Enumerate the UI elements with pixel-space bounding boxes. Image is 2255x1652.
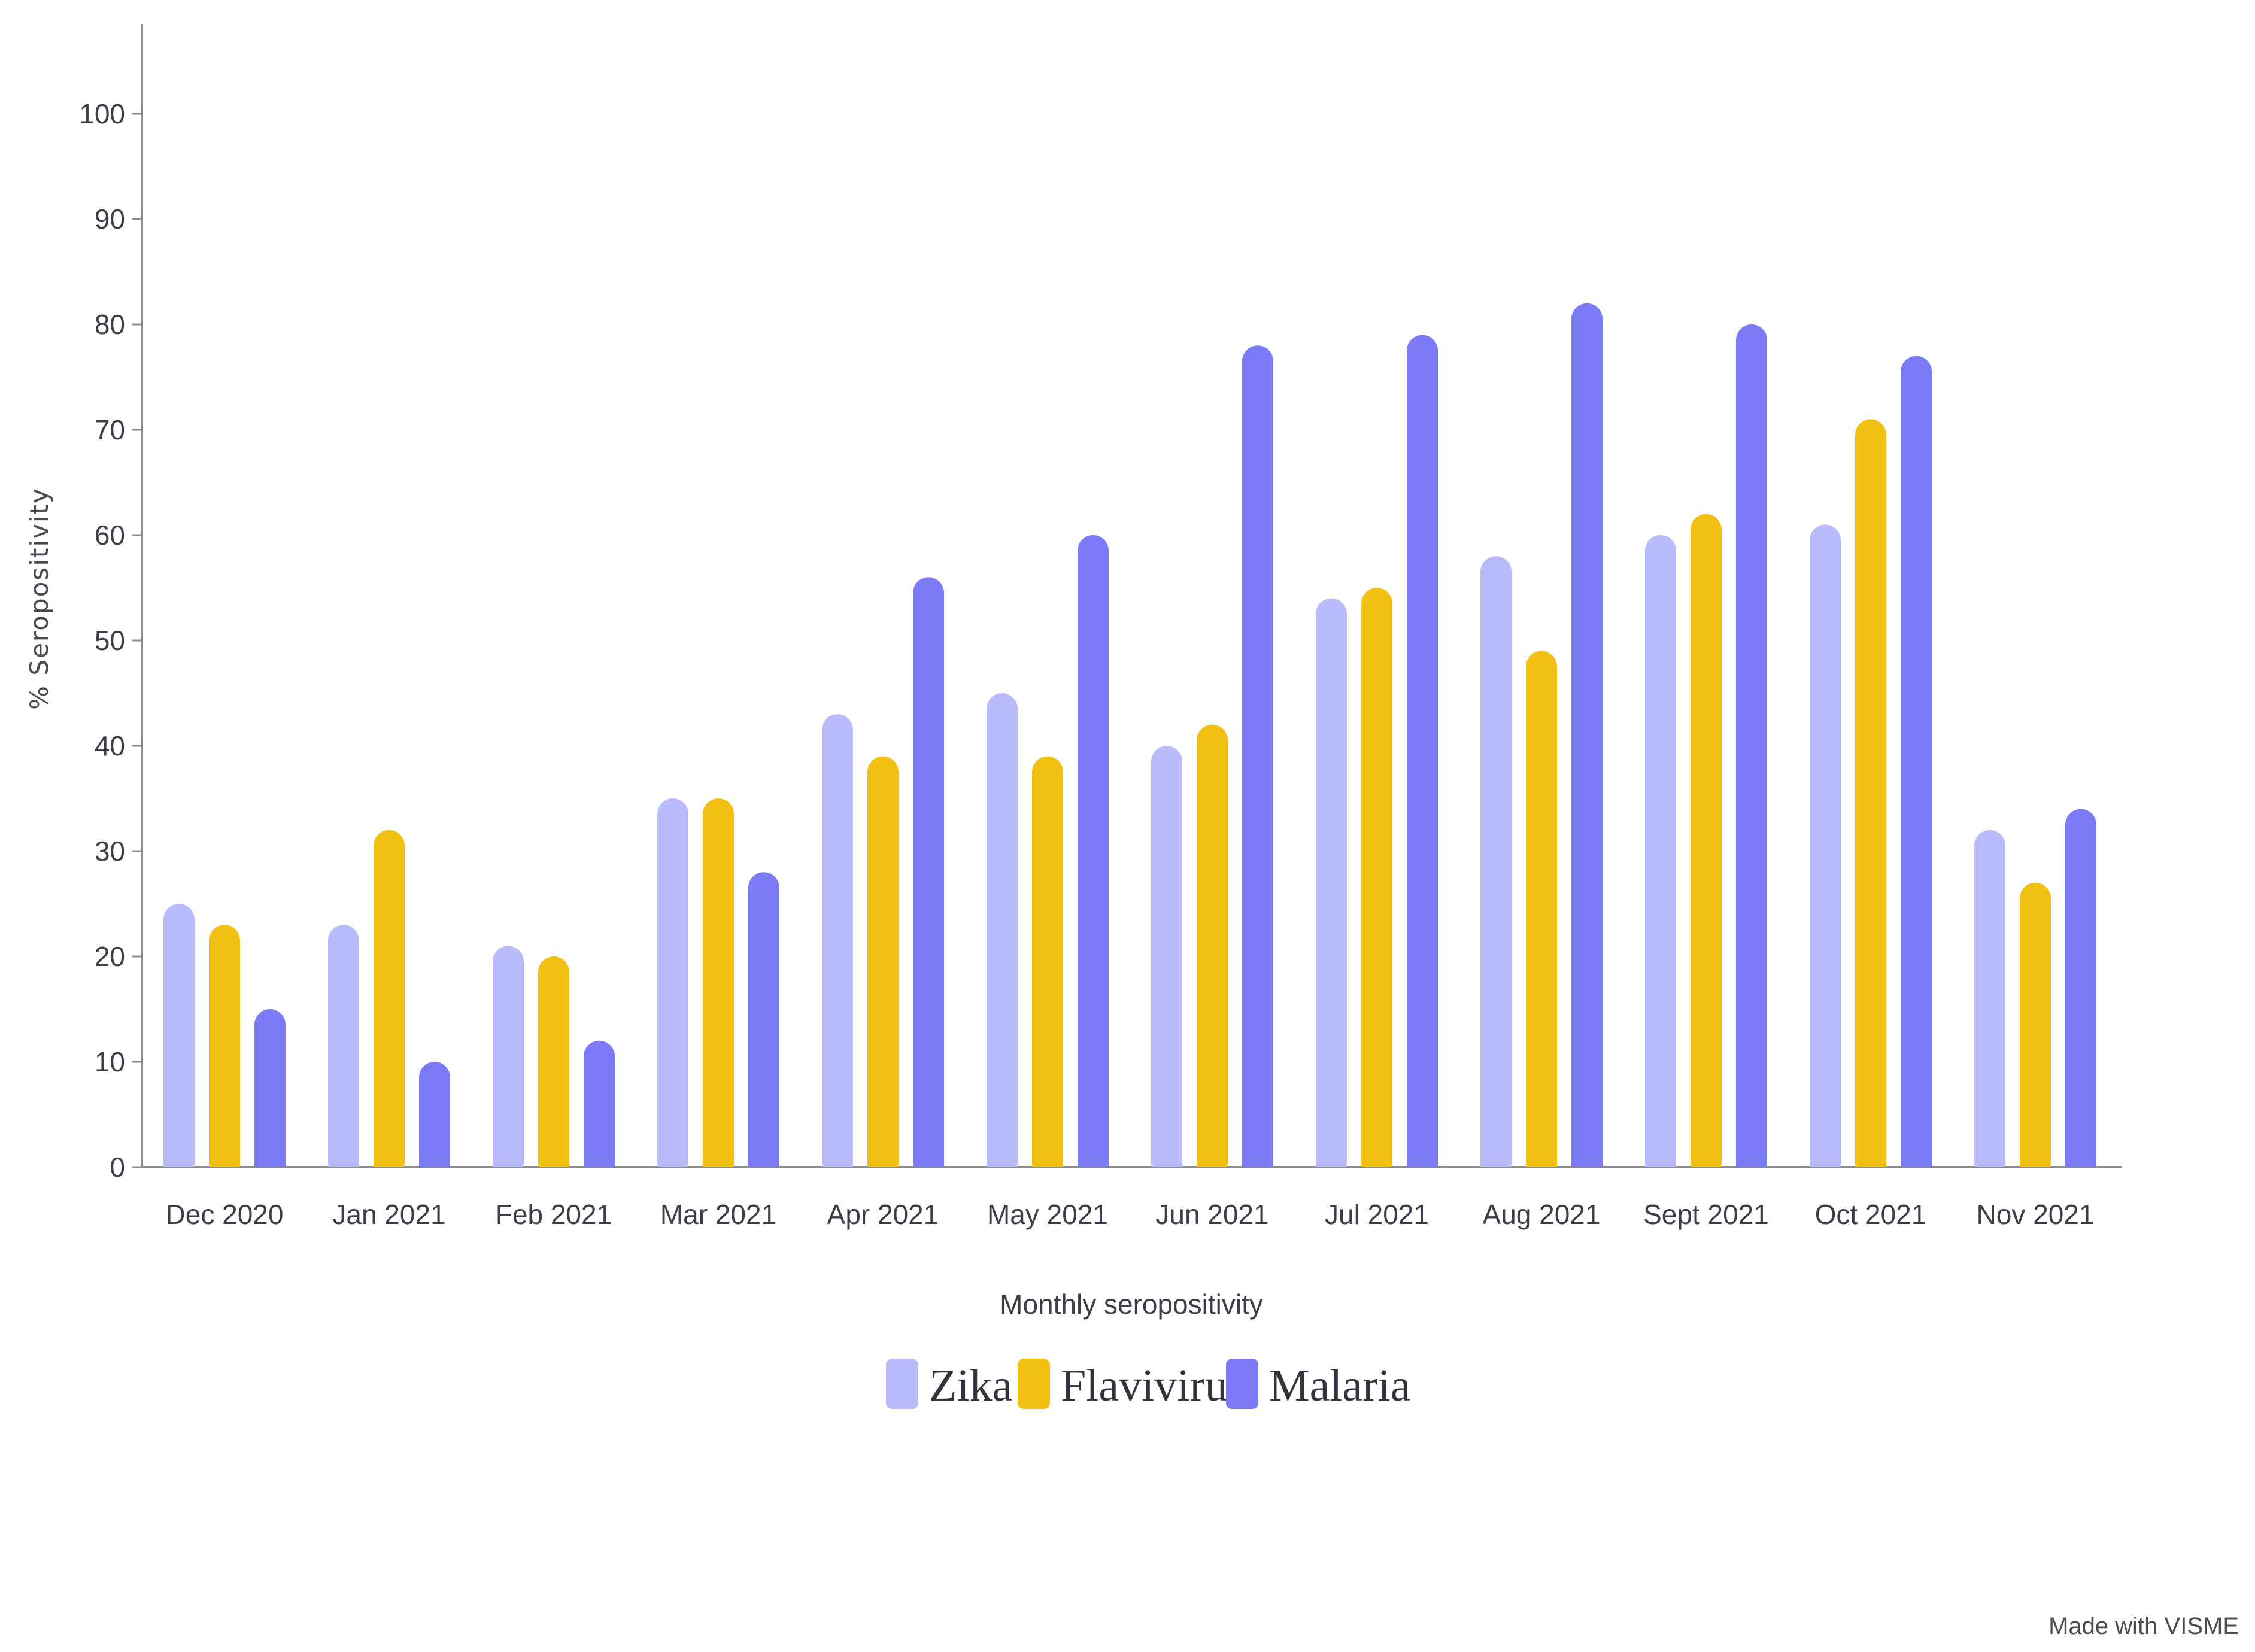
x-tick-label-group: Dec 2020 Jan 2021 Feb 2021 Mar 2021 Apr 2021… — [166, 1199, 2095, 1230]
x-axis-title: Monthly seropositivity — [1000, 1289, 1263, 1320]
y-tick-label: 80 — [95, 309, 125, 340]
y-tick-label: 30 — [95, 836, 125, 867]
x-tick-label: May 2021 — [987, 1199, 1108, 1230]
bar-malaria-7 — [1407, 335, 1438, 1167]
y-axis: 0 10 20 30 40 50 60 70 80 90 100 % Seropositivity — [25, 24, 143, 1183]
bar-malaria-9 — [1736, 324, 1767, 1167]
bar-flavivirus-3 — [703, 798, 734, 1167]
bar-group — [163, 303, 2096, 1168]
y-tick-group: 0 10 20 30 40 50 60 70 80 90 100 — [79, 98, 142, 1183]
bar-zika-5 — [987, 693, 1018, 1167]
y-tick-label: 10 — [95, 1046, 125, 1077]
x-tick-label: Oct 2021 — [1815, 1199, 1927, 1230]
y-tick-label: 20 — [95, 941, 125, 972]
bar-zika-3 — [657, 798, 688, 1167]
legend-label-malaria: Malaria — [1269, 1361, 1410, 1411]
bar-malaria-0 — [254, 1009, 286, 1167]
bar-malaria-4 — [913, 577, 944, 1167]
x-tick-label: Jan 2021 — [332, 1199, 445, 1230]
bar-flavivirus-1 — [374, 830, 405, 1167]
x-tick-label: Dec 2020 — [166, 1199, 284, 1230]
y-tick-label: 60 — [95, 520, 125, 551]
credit-text: Made with VISME — [2048, 1613, 2239, 1639]
legend-label-flavivirus: Flavivirus — [1061, 1361, 1245, 1411]
bar-zika-7 — [1316, 598, 1347, 1167]
legend: Zika Flavivirus Malaria — [886, 1359, 1410, 1411]
y-axis-title: % Seropositivity — [25, 487, 54, 710]
bar-zika-1 — [328, 925, 359, 1167]
bar-flavivirus-8 — [1526, 651, 1557, 1167]
y-tick-label: 40 — [95, 730, 125, 761]
bar-zika-11 — [1974, 830, 2005, 1167]
bar-flavivirus-5 — [1032, 756, 1063, 1167]
legend-swatch-zika — [886, 1359, 918, 1409]
bar-malaria-3 — [748, 872, 779, 1167]
bar-malaria-1 — [419, 1062, 450, 1167]
bar-malaria-8 — [1571, 303, 1603, 1167]
bar-zika-9 — [1645, 535, 1676, 1167]
x-axis: Dec 2020 Jan 2021 Feb 2021 Mar 2021 Apr 2021… — [142, 1166, 2122, 1320]
x-tick-label: Feb 2021 — [496, 1199, 612, 1230]
bar-malaria-10 — [1901, 356, 1932, 1167]
bar-zika-8 — [1480, 556, 1512, 1167]
y-tick-label: 100 — [79, 98, 125, 129]
bar-flavivirus-11 — [2020, 882, 2051, 1167]
bar-flavivirus-7 — [1361, 588, 1392, 1167]
x-tick-label: Nov 2021 — [1977, 1199, 2095, 1230]
bar-zika-10 — [1810, 524, 1841, 1167]
bar-flavivirus-10 — [1855, 419, 1886, 1167]
legend-swatch-flavivirus — [1018, 1359, 1050, 1409]
bar-zika-0 — [163, 904, 195, 1167]
bar-flavivirus-2 — [538, 956, 569, 1167]
bar-zika-2 — [493, 946, 524, 1167]
bar-flavivirus-9 — [1691, 514, 1722, 1167]
bar-malaria-5 — [1078, 535, 1109, 1167]
y-tick-label: 70 — [95, 414, 125, 445]
bar-flavivirus-6 — [1197, 724, 1228, 1167]
x-tick-label: Jun 2021 — [1155, 1199, 1268, 1230]
x-tick-label: Apr 2021 — [827, 1199, 939, 1230]
legend-swatch-malaria — [1226, 1359, 1258, 1409]
x-tick-label: Sept 2021 — [1643, 1199, 1769, 1230]
x-tick-label: Jul 2021 — [1325, 1199, 1429, 1230]
bar-zika-4 — [822, 714, 853, 1167]
legend-label-zika: Zika — [929, 1361, 1012, 1411]
y-tick-label: 90 — [95, 204, 125, 235]
bar-flavivirus-4 — [867, 756, 899, 1167]
bar-malaria-11 — [2065, 809, 2096, 1167]
y-tick-label: 0 — [110, 1152, 125, 1183]
x-tick-label: Mar 2021 — [660, 1199, 776, 1230]
x-tick-label: Aug 2021 — [1483, 1199, 1601, 1230]
bar-flavivirus-0 — [209, 925, 240, 1167]
y-tick-label: 50 — [95, 625, 125, 656]
bar-zika-6 — [1151, 746, 1182, 1167]
bar-malaria-2 — [584, 1040, 615, 1167]
bar-malaria-6 — [1242, 345, 1273, 1168]
